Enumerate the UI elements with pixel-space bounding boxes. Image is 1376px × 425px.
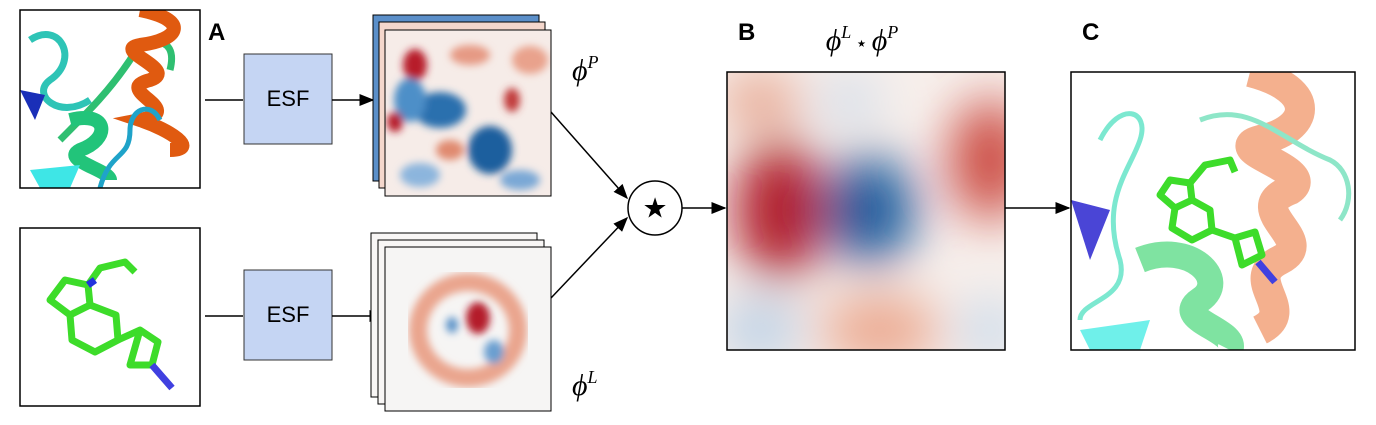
correlation-map: [726, 71, 1006, 351]
esf-box: [243, 269, 333, 361]
protein-field-label: ϕP: [572, 52, 599, 87]
protein-frame: [19, 9, 201, 189]
docked-pose-image: [1070, 71, 1356, 351]
arrow: [550, 216, 629, 299]
esf-label: ESF: [267, 86, 310, 111]
arrow: [550, 111, 628, 200]
ligand-field-stack: [370, 232, 552, 412]
protein-image: [20, 10, 200, 188]
ligand-field-label: ϕL: [572, 367, 598, 402]
panel-label: A: [208, 19, 225, 46]
panel-label: B: [738, 19, 755, 46]
panel-label: C: [1082, 19, 1099, 46]
esf-box: [243, 53, 333, 145]
ligand-image: [19, 227, 201, 407]
esf-label: ESF: [267, 302, 310, 327]
ligand-molecule: [46, 258, 175, 391]
protein-field-stack: [372, 14, 552, 197]
correlation-symbol: ★: [642, 192, 667, 223]
formula: ϕL⋆ ϕP: [826, 22, 899, 57]
